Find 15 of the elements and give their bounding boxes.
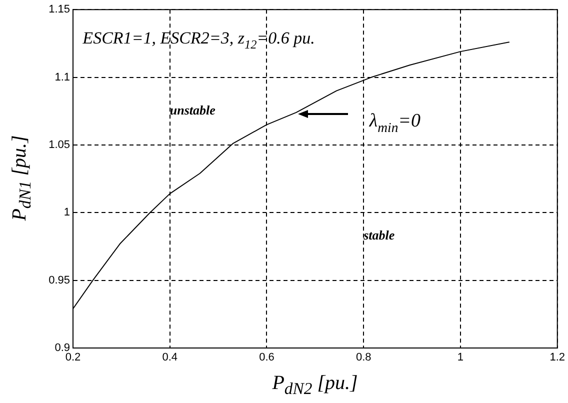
x-tick-label: 1 (457, 352, 464, 364)
annotation: stable (362, 228, 395, 243)
x-axis-title: P$_{dN2}$ [pu.] (272, 372, 358, 399)
y-tick-label: 1.1 (54, 71, 70, 84)
y-tick-label: 1.05 (48, 138, 70, 151)
x-tick-label: 0.2 (65, 352, 81, 364)
y-tick-label: 1 (64, 206, 70, 219)
x-tick-label: 0.8 (356, 352, 372, 364)
y-tick-label: 0.95 (48, 274, 70, 286)
x-tick-label: 0.6 (259, 352, 274, 364)
x-tick-label: 1.2 (550, 352, 566, 364)
y-tick-label: 0.9 (54, 342, 70, 354)
annotation: unstable (170, 102, 216, 118)
y-tick-label: 1.15 (48, 4, 70, 16)
x-tick-label: 0.4 (162, 352, 178, 364)
